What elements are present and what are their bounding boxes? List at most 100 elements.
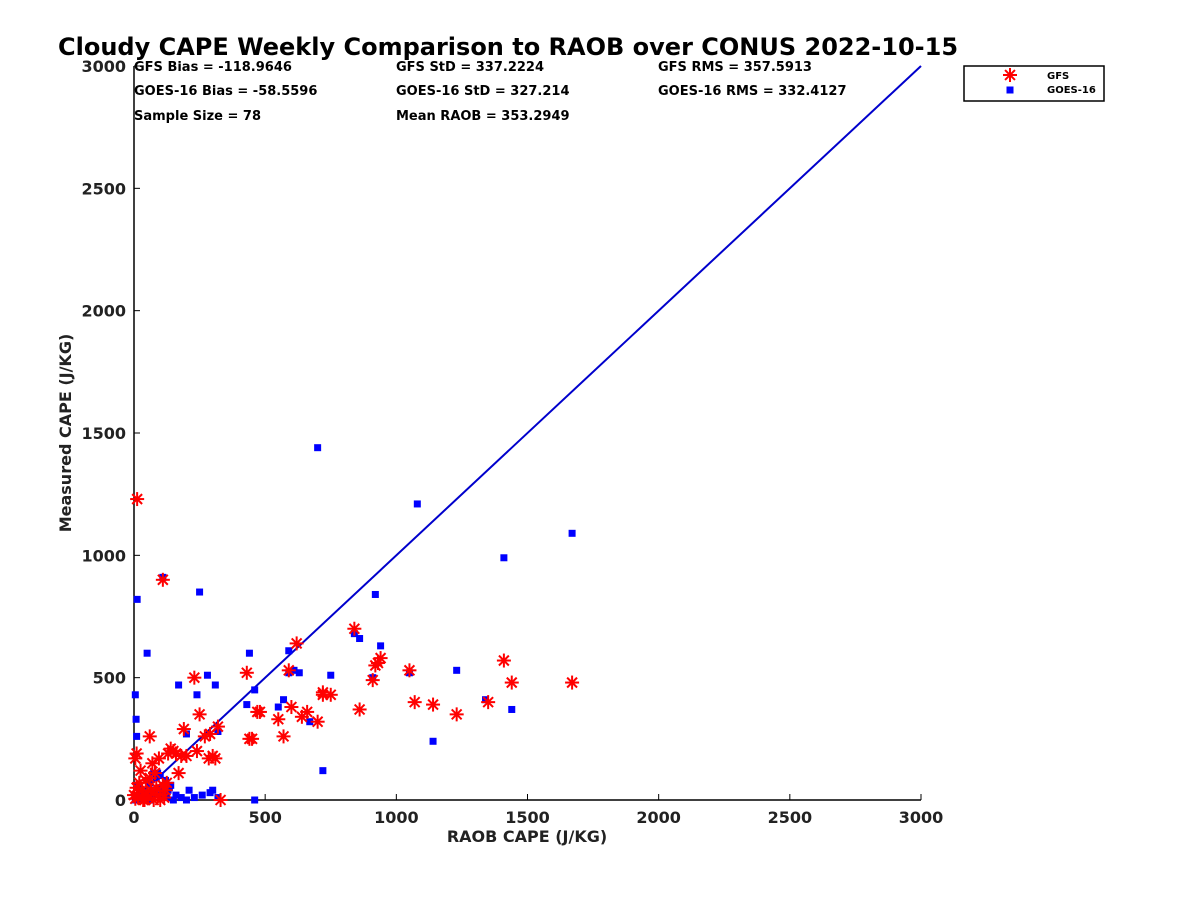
stats-block: GFS Bias = -118.9646 GFS StD = 337.2224 … [134, 60, 847, 124]
goes16-point [182, 796, 190, 804]
goes16-point [508, 705, 516, 713]
gfs-point [504, 675, 519, 690]
y-tick-label: 0 [115, 791, 126, 810]
goes16-point [190, 794, 198, 802]
gfs-point [565, 675, 580, 690]
goes16-point [429, 737, 437, 745]
x-tick-label: 2000 [636, 808, 681, 827]
goes16-point [196, 588, 204, 596]
gfs-point [138, 773, 153, 788]
gfs-point [276, 729, 291, 744]
goes16-point [314, 444, 322, 452]
gfs-point [310, 714, 325, 729]
legend-goes16-square [1006, 86, 1014, 94]
gfs-point [187, 670, 202, 685]
series-gfs [127, 492, 580, 807]
goes16-point [206, 789, 214, 797]
gfs-point [146, 793, 161, 807]
goes16-point [377, 642, 385, 650]
y-tick-label: 1000 [81, 546, 126, 565]
goes16-point [182, 730, 190, 738]
gfs-point [284, 700, 299, 715]
goes16-point [172, 791, 180, 799]
legend-gfs-label: GFS [1047, 71, 1069, 82]
gfs-point [347, 621, 362, 636]
gfs-point [213, 793, 228, 807]
gfs-point [352, 702, 367, 717]
gfs-point [157, 790, 172, 805]
legend-gfs-asterisk [1003, 68, 1017, 82]
gfs-point [176, 722, 191, 737]
gfs-point [496, 653, 511, 668]
goes16-point [243, 701, 251, 709]
goes16-point [568, 529, 576, 537]
gfs-point [142, 729, 157, 744]
gfs-point [147, 766, 162, 781]
goes16-point [175, 681, 183, 689]
goes16-point [185, 786, 193, 794]
gfs-point [365, 673, 380, 688]
gfs-point [129, 746, 144, 761]
goes16-point [280, 696, 288, 704]
y-ticks: 0 500 1000 1500 2000 2500 3000 [81, 57, 140, 810]
goes16-point [143, 649, 151, 657]
gfs-point [151, 751, 166, 766]
goes16-point [198, 791, 206, 799]
gfs-point [168, 746, 183, 761]
gfs-point [402, 663, 417, 678]
goes16-point [327, 671, 335, 679]
goes16-point [169, 796, 177, 804]
y-tick-label: 500 [93, 669, 126, 688]
legend: GFS GOES-16 [963, 65, 1105, 102]
goes16-point [177, 794, 185, 802]
stat-goes16-rms: GOES-16 RMS = 332.4127 [658, 84, 847, 99]
goes16-point [251, 796, 259, 804]
gfs-point [179, 748, 194, 763]
stat-goes16-std: GOES-16 StD = 327.214 [396, 84, 570, 99]
goes16-point [413, 500, 421, 508]
x-tick-label: 0 [128, 808, 139, 827]
gfs-point [192, 707, 207, 722]
x-tick-label: 2500 [768, 808, 813, 827]
x-axis-label: RAOB CAPE (J/KG) [447, 827, 607, 846]
goes16-point [319, 767, 327, 775]
y-tick-label: 2000 [81, 302, 126, 321]
goes16-point [295, 669, 303, 677]
goes16-point [132, 715, 140, 723]
goes16-point [167, 781, 175, 789]
stat-gfs-std: GFS StD = 337.2224 [396, 60, 544, 75]
gfs-point [239, 665, 254, 680]
goes16-point [211, 681, 219, 689]
gfs-point [159, 775, 174, 790]
x-tick-label: 500 [248, 808, 281, 827]
x-tick-label: 1000 [374, 808, 419, 827]
gfs-point [252, 704, 267, 719]
gfs-point [128, 791, 143, 806]
gfs-point [189, 744, 204, 759]
gfs-point [271, 712, 286, 727]
stat-gfs-rms: GFS RMS = 357.5913 [658, 60, 812, 75]
gfs-point [426, 697, 441, 712]
gfs-point [210, 719, 225, 734]
goes16-point [500, 554, 508, 562]
gfs-point [481, 695, 496, 710]
gfs-point [201, 751, 216, 766]
x-tick-label: 1500 [505, 808, 550, 827]
legend-box [963, 65, 1105, 102]
y-axis-label: Measured CAPE (J/KG) [56, 334, 75, 533]
stat-sample-size: Sample Size = 78 [134, 109, 261, 124]
stat-goes16-bias: GOES-16 Bias = -58.5596 [134, 84, 317, 99]
goes16-point [251, 686, 259, 694]
gfs-point [281, 663, 296, 678]
legend-goes16-marker [1006, 86, 1014, 94]
chart-title: Cloudy CAPE Weekly Comparison to RAOB ov… [58, 33, 958, 61]
gfs-point [289, 636, 304, 651]
goes16-point [131, 691, 139, 699]
stat-gfs-bias: GFS Bias = -118.9646 [134, 60, 292, 75]
goes16-point [371, 590, 379, 598]
stat-mean-raob: Mean RAOB = 353.2949 [396, 109, 570, 124]
gfs-point [245, 731, 260, 746]
x-tick-label: 3000 [899, 808, 944, 827]
gfs-point [155, 572, 170, 587]
